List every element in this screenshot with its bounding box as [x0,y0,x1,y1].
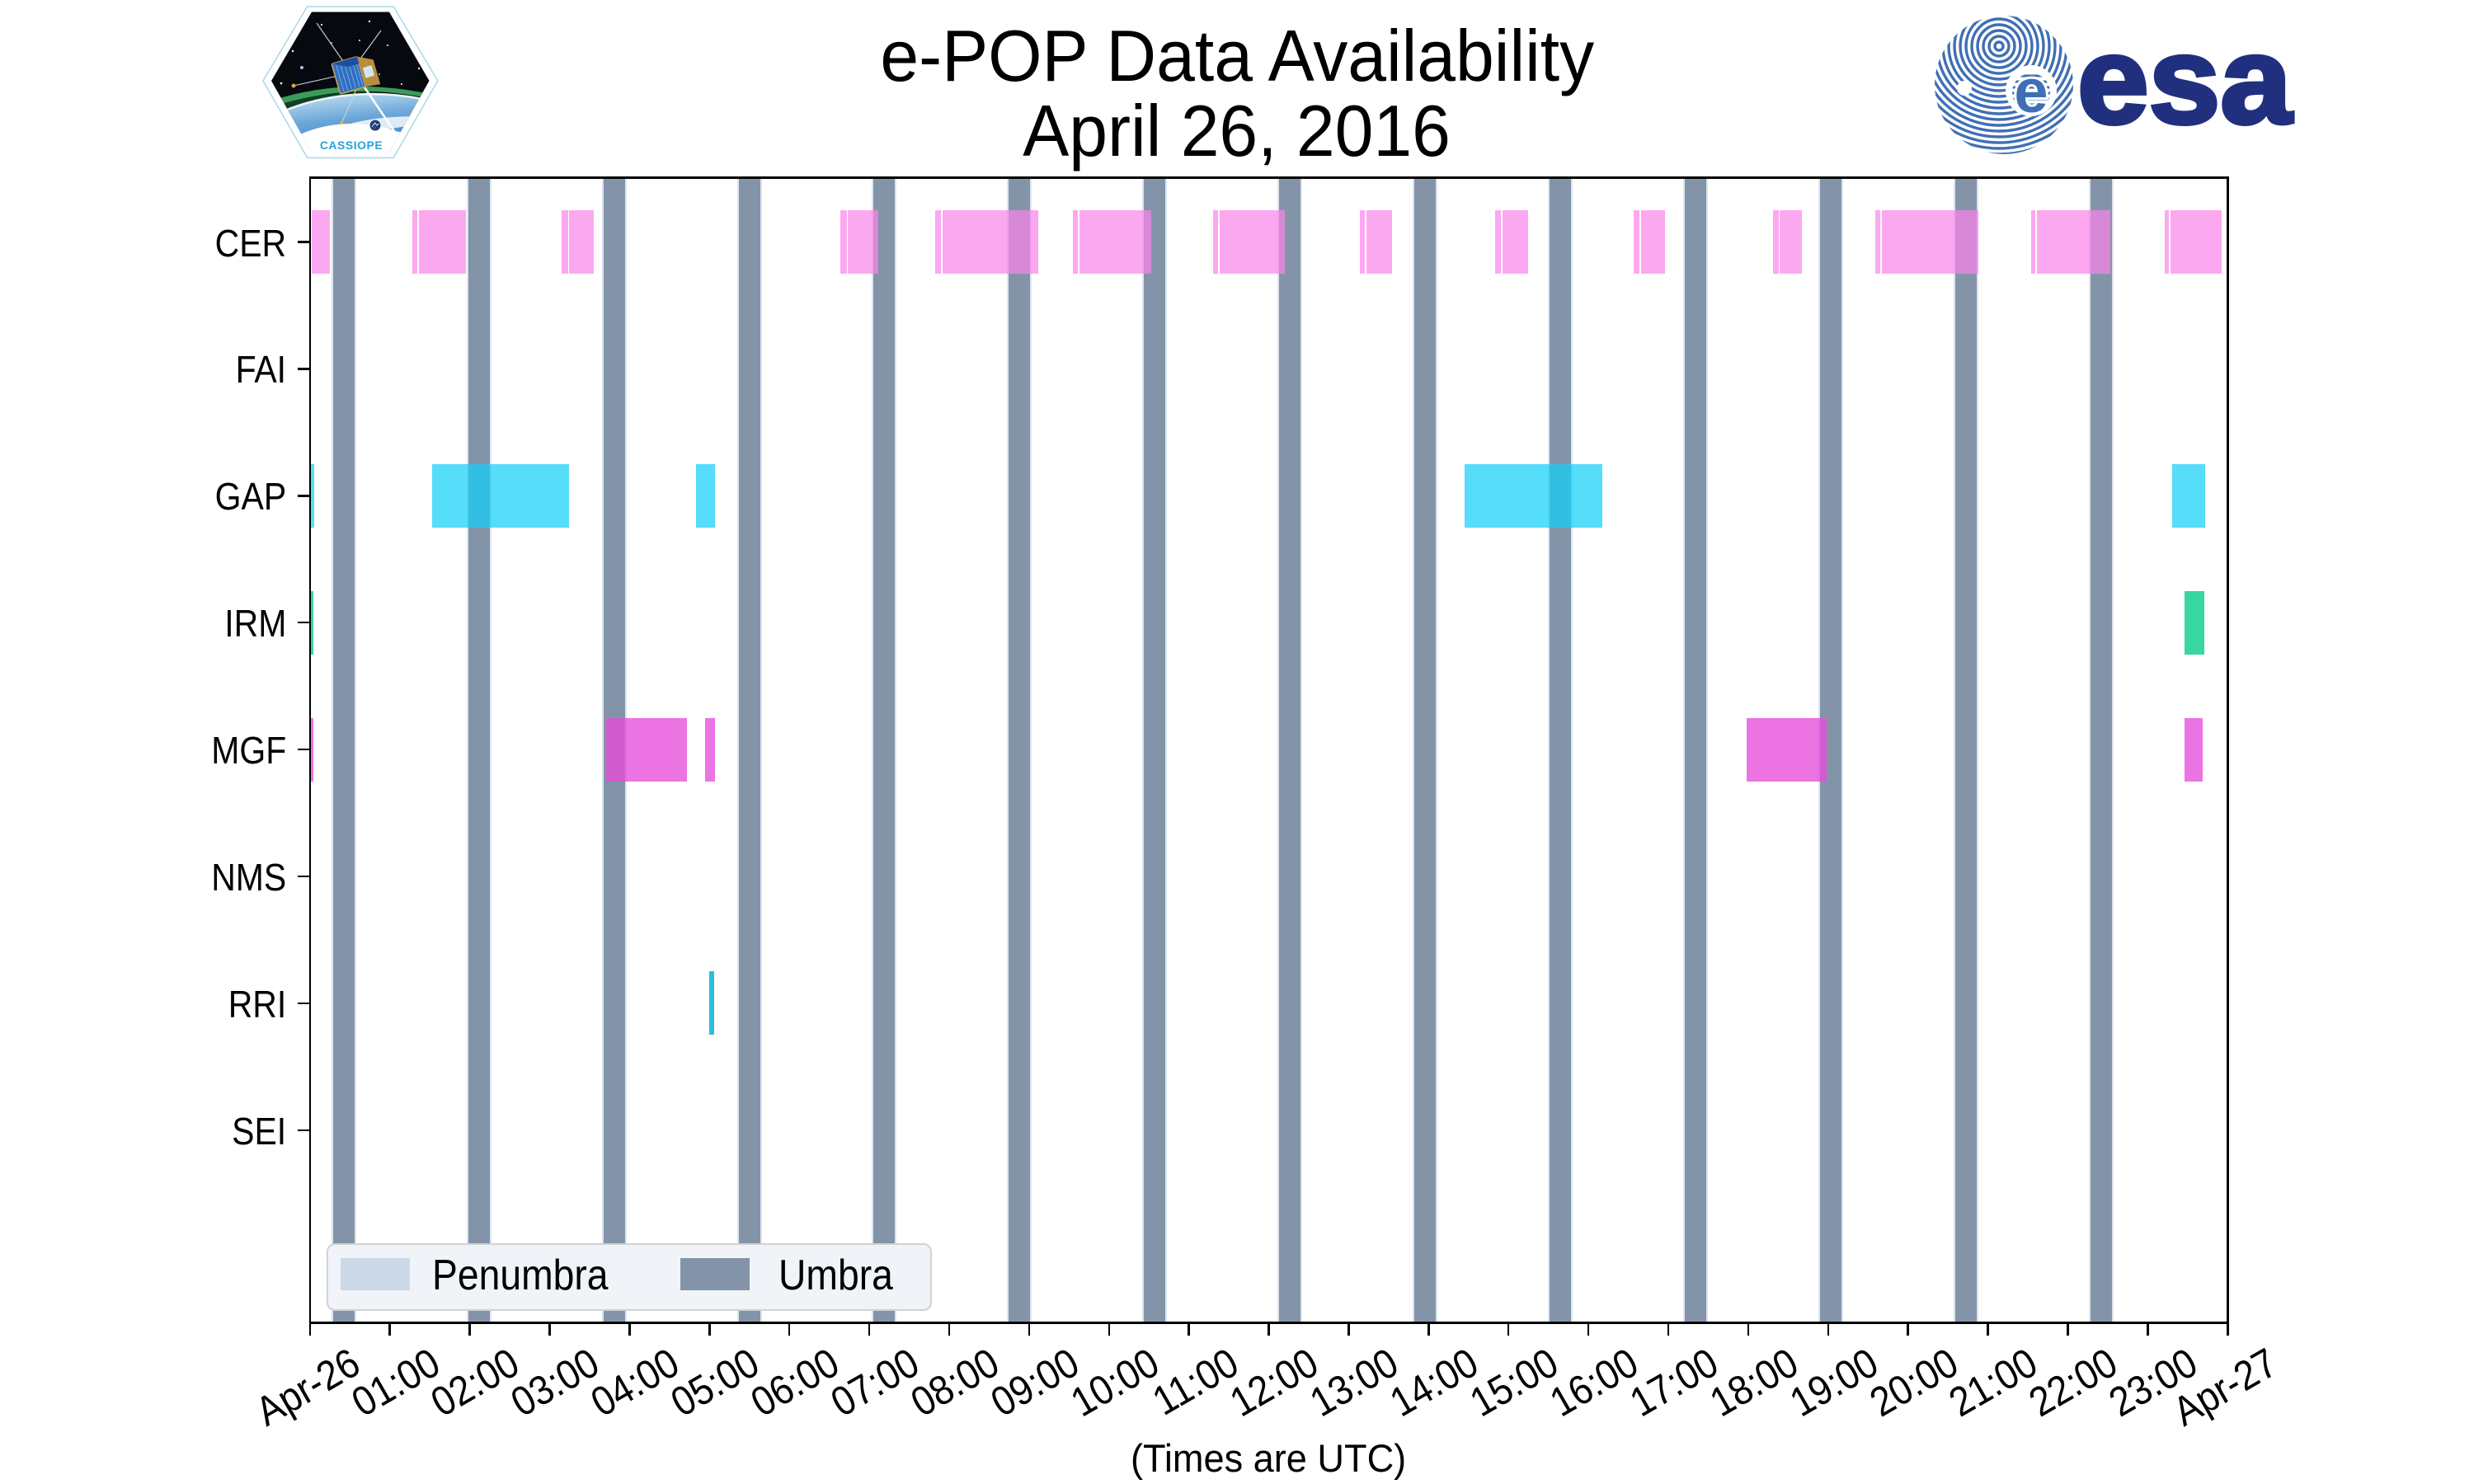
svg-text:esa: esa [2077,11,2293,149]
svg-text:e: e [2014,57,2048,125]
svg-text:CASSIOPE: CASSIOPE [320,139,383,152]
svg-text:e: e [2014,57,2048,125]
